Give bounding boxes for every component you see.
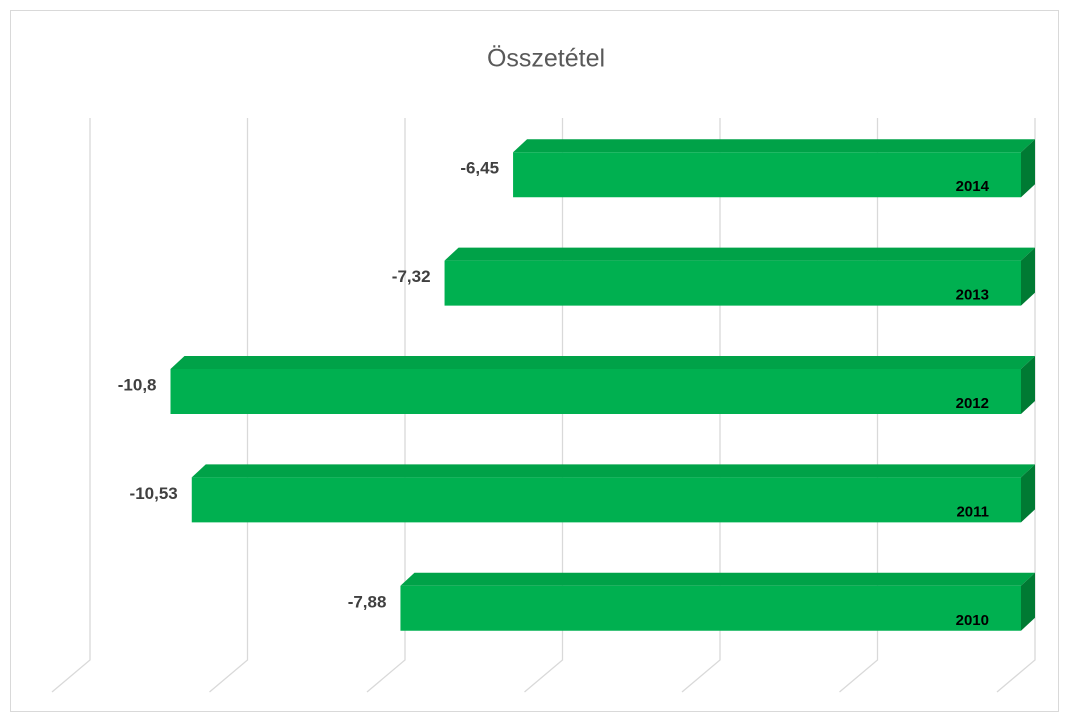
bar-front — [444, 260, 1021, 306]
bar-front — [170, 369, 1021, 414]
category-label: 2014 — [956, 178, 990, 195]
bar-top — [170, 356, 1035, 369]
value-label: -10,53 — [130, 484, 178, 503]
bar-top — [444, 247, 1035, 261]
grid-line — [366, 118, 406, 693]
value-label: -7,32 — [392, 267, 431, 286]
bar-side — [1021, 139, 1035, 198]
category-label: 2010 — [956, 612, 989, 629]
category-label: 2012 — [956, 395, 989, 412]
grid-line — [209, 118, 249, 693]
bar-side — [1021, 464, 1035, 523]
bar — [513, 139, 1035, 198]
bar-side — [1021, 247, 1035, 306]
bar — [444, 247, 1035, 306]
category-label: 2013 — [956, 287, 989, 304]
bar — [170, 356, 1035, 414]
bar-front — [513, 152, 1021, 198]
bar — [191, 464, 1035, 523]
bar — [400, 572, 1035, 631]
chart-title: Összetétel — [487, 45, 605, 73]
bar-top — [400, 572, 1035, 586]
bar-front — [191, 477, 1021, 523]
grid-line — [51, 118, 91, 693]
value-label: -7,88 — [348, 592, 387, 611]
value-label: -10,8 — [118, 375, 157, 394]
bar-top — [513, 139, 1035, 153]
category-label: 2011 — [956, 503, 989, 520]
bar-side — [1021, 356, 1035, 414]
grid-line — [996, 118, 1036, 693]
value-label: -6,45 — [460, 159, 499, 178]
bar-front — [400, 585, 1021, 631]
bar-side — [1021, 572, 1035, 631]
bar-top — [191, 464, 1035, 478]
